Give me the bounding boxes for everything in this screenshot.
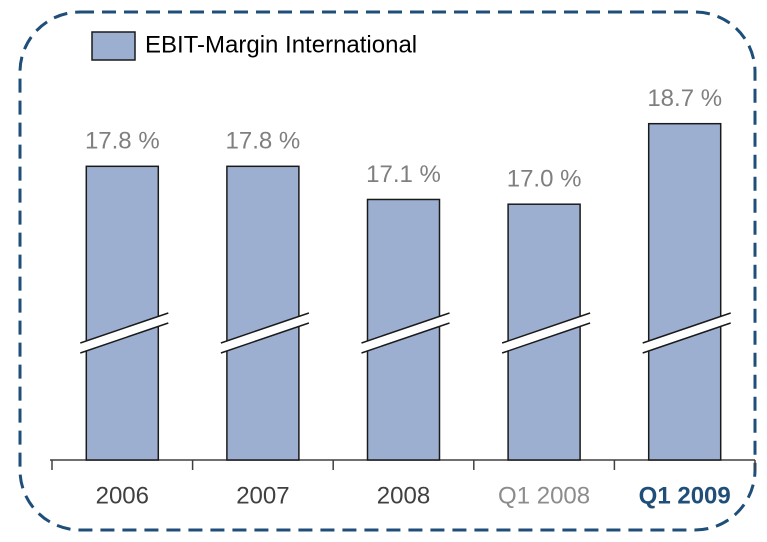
axis-break-line xyxy=(501,312,591,344)
axis-break-line xyxy=(220,312,310,344)
axis-break-line xyxy=(361,322,450,354)
value-label: 18.7 % xyxy=(647,85,722,112)
bar xyxy=(226,165,300,461)
axis-break xyxy=(642,313,731,353)
legend-label: EBIT-Margin International xyxy=(145,31,417,58)
axis-break-line xyxy=(80,322,169,354)
axis-break-line xyxy=(501,322,591,354)
axis-break xyxy=(361,313,450,353)
x-tick-label: 2006 xyxy=(96,482,149,509)
axis-break-line xyxy=(361,312,450,344)
bar xyxy=(85,165,160,461)
axis-break-line xyxy=(80,312,169,344)
axis-break xyxy=(220,313,309,353)
x-tick-label: Q1 2009 xyxy=(639,482,731,509)
value-label: 17.8 % xyxy=(85,128,160,155)
bar xyxy=(647,122,722,461)
value-label: 17.8 % xyxy=(226,128,301,155)
x-tick-label: 2007 xyxy=(236,482,289,509)
value-label: 17.1 % xyxy=(366,161,441,188)
value-label: 17.0 % xyxy=(507,166,582,193)
axis-break-line xyxy=(642,322,731,354)
x-tick-label: 2008 xyxy=(377,482,430,509)
frame xyxy=(18,10,757,532)
legend-swatch xyxy=(91,31,136,61)
axis-break xyxy=(502,313,591,353)
x-tick-label: Q1 2008 xyxy=(498,482,590,509)
axis-break-line xyxy=(642,312,731,344)
axis-break xyxy=(80,313,169,353)
axis-break-line xyxy=(220,322,310,354)
